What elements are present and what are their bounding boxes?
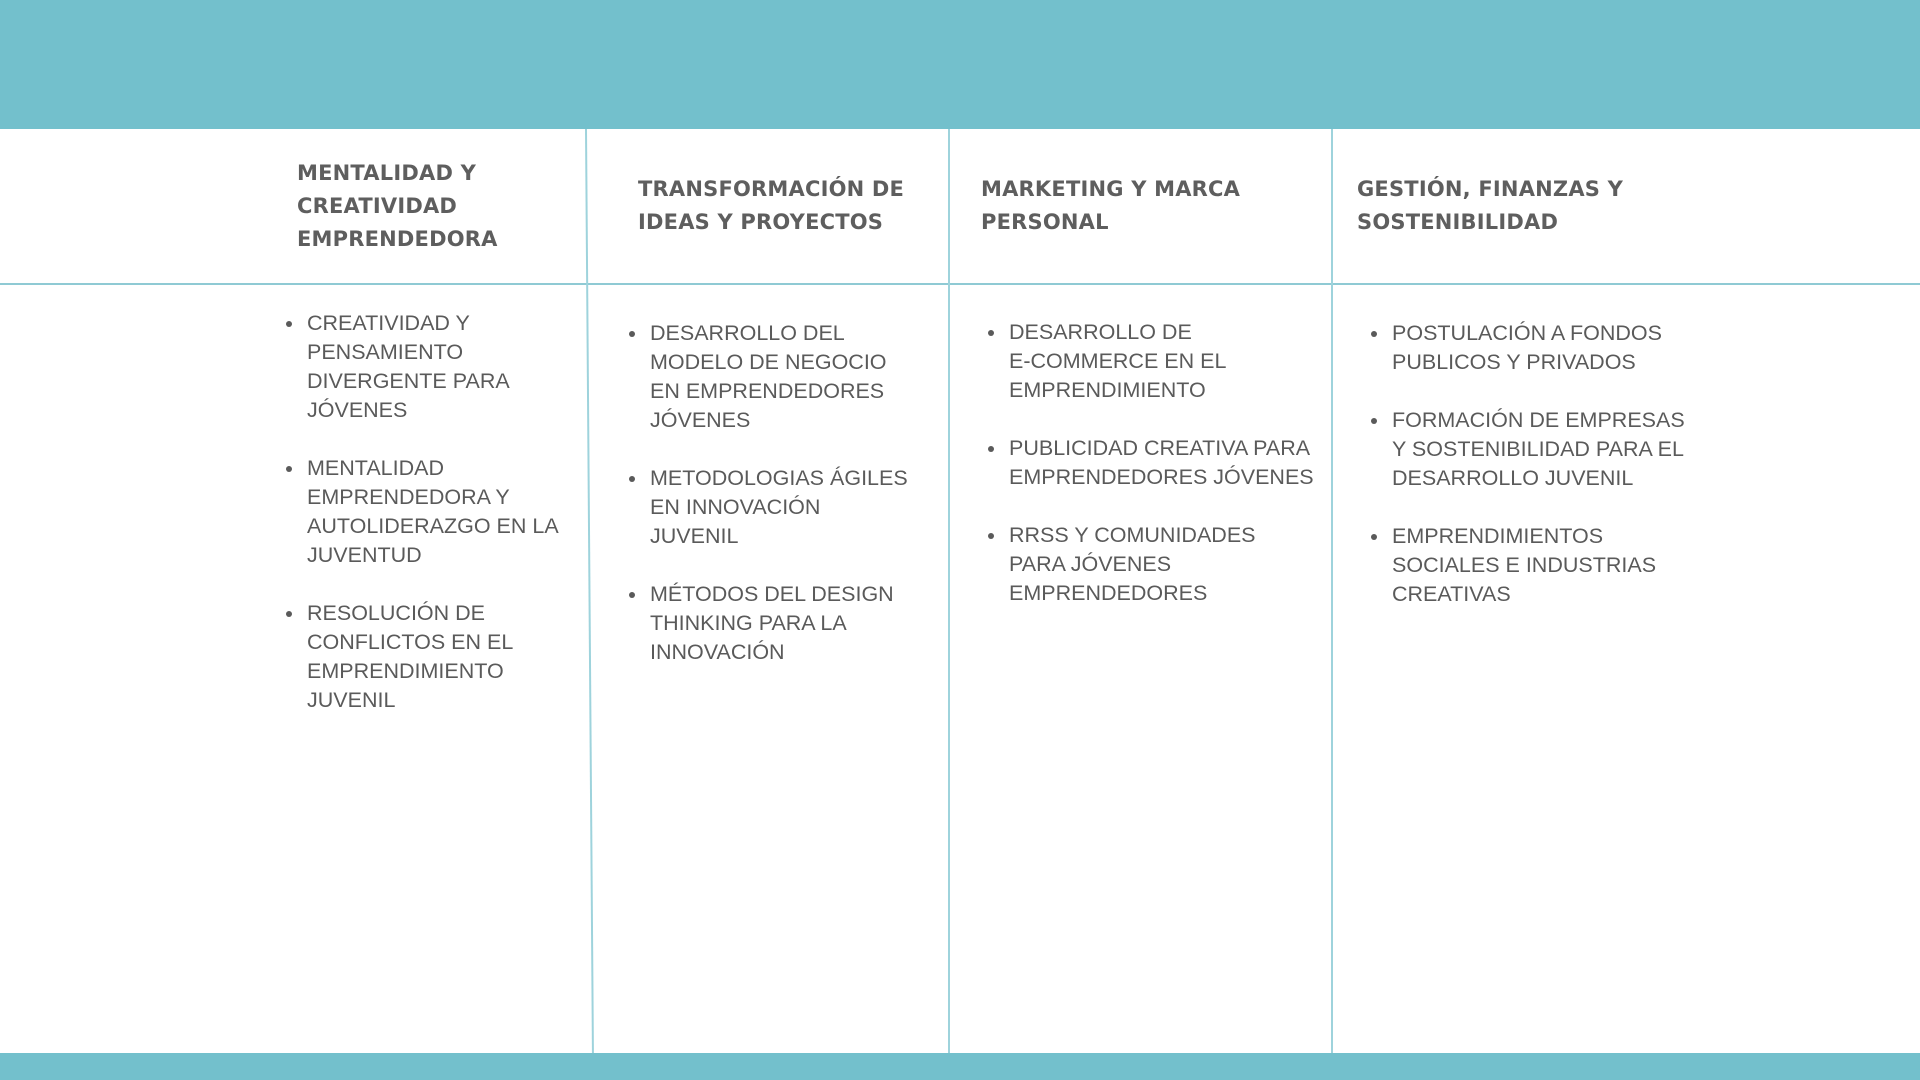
top-banner: [0, 0, 1920, 129]
column-3-title: MARKETING Y MARCA PERSONAL: [981, 129, 1240, 283]
list-item: EMPRENDIMIENTOS SOCIALES E INDUSTRIAS CR…: [1371, 522, 1685, 609]
column-2-title: TRANSFORMACIÓN DE IDEAS Y PROYECTOS: [638, 129, 904, 283]
bottom-banner: [0, 1053, 1920, 1080]
column-2-list: DESARROLLO DEL MODELO DE NEGOCIO EN EMPR…: [629, 319, 908, 696]
list-item: FORMACIÓN DE EMPRESAS Y SOSTENIBILIDAD P…: [1371, 406, 1685, 493]
header-divider: [0, 283, 1920, 285]
column-4-title: GESTIÓN, FINANZAS Y SOSTENIBILIDAD: [1357, 129, 1623, 283]
list-item: RESOLUCIÓN DE CONFLICTOS EN EL EMPRENDIM…: [286, 599, 559, 715]
list-item: DESARROLLO DEL MODELO DE NEGOCIO EN EMPR…: [629, 319, 908, 435]
list-item: METODOLOGIAS ÁGILES EN INNOVACIÓN JUVENI…: [629, 464, 908, 551]
column-3-list: DESARROLLO DE E-COMMERCE EN EL EMPRENDIM…: [988, 318, 1314, 637]
column-divider: [585, 129, 594, 1053]
column-2-title-text: TRANSFORMACIÓN DE IDEAS Y PROYECTOS: [638, 177, 905, 234]
list-item: POSTULACIÓN A FONDOS PUBLICOS Y PRIVADOS: [1371, 319, 1685, 377]
list-item: MENTALIDAD EMPRENDEDORA Y AUTOLIDERAZGO …: [286, 454, 559, 570]
list-item: CREATIVIDAD Y PENSAMIENTO DIVERGENTE PAR…: [286, 309, 559, 425]
list-item: DESARROLLO DE E-COMMERCE EN EL EMPRENDIM…: [988, 318, 1314, 405]
column-1-title: MENTALIDAD Y CREATIVIDAD EMPRENDEDORA: [297, 129, 498, 283]
column-4-list: POSTULACIÓN A FONDOS PUBLICOS Y PRIVADOS…: [1371, 319, 1685, 638]
column-3-title-text: MARKETING Y MARCA PERSONAL: [981, 177, 1241, 234]
list-item: MÉTODOS DEL DESIGN THINKING PARA LA INNO…: [629, 580, 908, 667]
column-1-title-text: MENTALIDAD Y CREATIVIDAD EMPRENDEDORA: [297, 160, 498, 251]
column-1-list: CREATIVIDAD Y PENSAMIENTO DIVERGENTE PAR…: [286, 309, 559, 744]
column-4-title-text: GESTIÓN, FINANZAS Y SOSTENIBILIDAD: [1357, 177, 1624, 234]
column-divider: [948, 129, 950, 1053]
list-item: PUBLICIDAD CREATIVA PARA EMPRENDEDORES J…: [988, 434, 1314, 492]
list-item: RRSS Y COMUNIDADES PARA JÓVENES EMPRENDE…: [988, 521, 1314, 608]
column-divider: [1331, 129, 1333, 1053]
